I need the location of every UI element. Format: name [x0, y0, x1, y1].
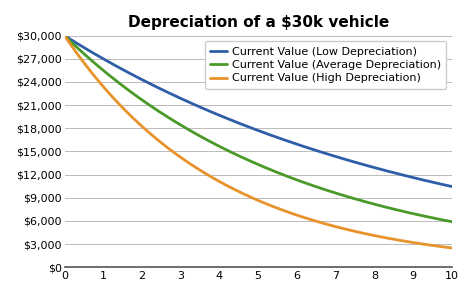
Current Value (High Depreciation)	[440, 245, 445, 249]
Current Value (High Depreciation)	[246, 194, 251, 198]
Current Value (Low Depreciation)	[440, 183, 445, 186]
Current Value (High Depreciation)	[379, 235, 384, 239]
Current Value (Average Depreciation)	[62, 34, 67, 37]
Current Value (Average Depreciation)	[246, 159, 251, 162]
Legend: Current Value (Low Depreciation), Current Value (Average Depreciation), Current : Current Value (Low Depreciation), Curren…	[205, 41, 446, 89]
Current Value (Average Depreciation)	[440, 218, 445, 222]
Current Value (Low Depreciation)	[292, 142, 298, 145]
Current Value (Average Depreciation)	[248, 159, 254, 163]
Current Value (Low Depreciation)	[272, 135, 277, 138]
Title: Depreciation of a $30k vehicle: Depreciation of a $30k vehicle	[128, 15, 389, 30]
Current Value (High Depreciation)	[272, 205, 277, 209]
Current Value (Average Depreciation)	[379, 204, 384, 208]
Line: Current Value (Low Depreciation): Current Value (Low Depreciation)	[65, 36, 452, 187]
Current Value (Average Depreciation)	[292, 178, 298, 181]
Current Value (Low Depreciation)	[379, 168, 384, 171]
Current Value (High Depreciation)	[248, 195, 254, 199]
Current Value (Average Depreciation)	[272, 169, 277, 173]
Current Value (High Depreciation)	[449, 246, 455, 250]
Line: Current Value (Average Depreciation): Current Value (Average Depreciation)	[65, 36, 452, 222]
Current Value (Low Depreciation)	[62, 34, 67, 37]
Current Value (Low Depreciation)	[248, 126, 254, 129]
Current Value (Average Depreciation)	[449, 220, 455, 223]
Current Value (Low Depreciation)	[246, 125, 251, 129]
Current Value (High Depreciation)	[292, 213, 298, 216]
Current Value (Low Depreciation)	[449, 185, 455, 188]
Line: Current Value (High Depreciation): Current Value (High Depreciation)	[65, 36, 452, 248]
Current Value (High Depreciation)	[62, 34, 67, 37]
